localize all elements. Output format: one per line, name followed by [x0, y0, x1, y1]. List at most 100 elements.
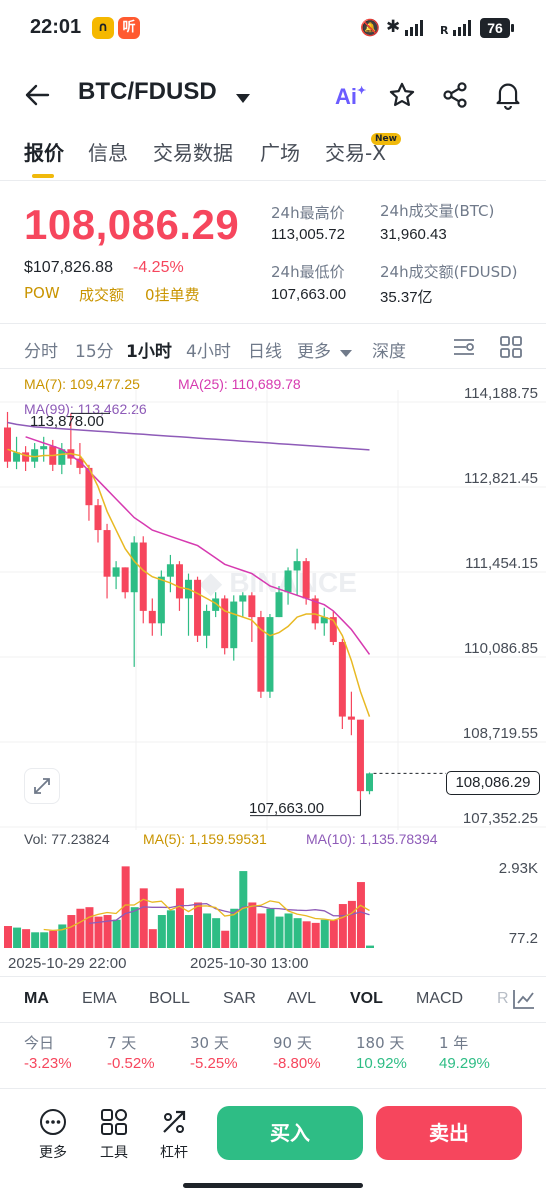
low-value: 107,663.00	[271, 286, 347, 303]
volume-bar	[157, 915, 166, 948]
tools-button[interactable]: 工具	[90, 1108, 138, 1162]
indicator-more[interactable]: R	[497, 990, 509, 1007]
tab-trade-x[interactable]: 交易-X	[325, 141, 386, 165]
more-button[interactable]: 更多	[29, 1108, 77, 1162]
perf-value-today: -3.23%	[24, 1055, 72, 1072]
volume-bar	[248, 902, 257, 948]
high-value: 113,005.72	[271, 226, 345, 243]
expand-icon[interactable]	[24, 768, 60, 804]
mute-icon: 🔕	[360, 18, 380, 37]
x-tick-label: 2025-10-30 13:00	[190, 955, 309, 972]
candle-body	[139, 542, 147, 611]
ma7-line	[7, 448, 371, 717]
volume-bar	[58, 924, 67, 948]
volume-bar	[13, 927, 22, 948]
candle-body	[221, 598, 229, 649]
price-divider	[0, 323, 546, 324]
battery-tip	[511, 24, 514, 32]
new-badge: New	[371, 133, 401, 145]
y-tick-label: 111,454.15	[465, 555, 538, 572]
ai-icon[interactable]: Ai✦	[335, 84, 367, 109]
candle-body	[94, 505, 102, 531]
perf-value-7d: -0.52%	[107, 1055, 155, 1072]
usd-price: $107,826.88	[24, 259, 113, 276]
back-icon[interactable]	[24, 82, 50, 112]
interval-timeline[interactable]: 分时	[24, 342, 58, 362]
bell-icon[interactable]	[494, 80, 522, 114]
indicator-ema[interactable]: EMA	[82, 990, 117, 1007]
max-price-label: 113,878.00	[30, 413, 104, 430]
volume-bar	[4, 926, 12, 948]
candle-body	[284, 570, 292, 593]
candle-body	[366, 773, 373, 792]
volume-bar	[103, 915, 112, 948]
interval-1h[interactable]: 1小时	[126, 342, 172, 362]
tools-grid-icon	[101, 1109, 127, 1135]
interval-15m[interactable]: 15分	[75, 342, 114, 362]
volume-chart[interactable]	[0, 852, 546, 952]
perf-value-30d: -5.25%	[190, 1055, 238, 1072]
y-tick-label: 112,821.45	[464, 470, 538, 487]
indicator-sar[interactable]: SAR	[223, 990, 256, 1007]
indicator-ma[interactable]: MA	[24, 990, 49, 1007]
candle-body	[347, 716, 355, 720]
share-icon[interactable]	[441, 81, 469, 113]
layout-grid-icon[interactable]	[500, 336, 522, 362]
chevron-down-icon[interactable]	[340, 343, 352, 362]
candle-body	[103, 530, 111, 577]
pair-title[interactable]: BTC/FDUSD	[78, 78, 217, 105]
star-icon[interactable]	[388, 81, 416, 113]
volume-bar	[311, 922, 320, 948]
candle-body	[40, 446, 48, 450]
perf-divider	[0, 1088, 546, 1089]
tab-square[interactable]: 广场	[260, 141, 300, 165]
low-label: 24h最低价	[271, 263, 345, 281]
vol-fdusd-value: 35.37亿	[380, 289, 433, 306]
perf-value-90d: -8.80%	[273, 1055, 321, 1072]
candle-body	[157, 576, 165, 624]
interval-depth[interactable]: 深度	[372, 342, 406, 362]
tab-trading-data[interactable]: 交易数据	[153, 141, 233, 165]
more-label: 更多	[39, 1145, 67, 1161]
indicator-boll[interactable]: BOLL	[149, 990, 190, 1007]
home-indicator	[183, 1183, 363, 1188]
volume-bar	[293, 918, 302, 948]
buy-button[interactable]: 买入	[217, 1106, 363, 1160]
tag-pow[interactable]: POW	[24, 284, 60, 302]
bluetooth-icon: ✱	[386, 17, 401, 37]
volume-bar	[175, 888, 184, 948]
tab-quote[interactable]: 报价	[24, 141, 64, 165]
tag-volume[interactable]: 成交额	[79, 286, 125, 304]
indicator-vol[interactable]: VOL	[350, 990, 383, 1007]
interval-more[interactable]: 更多	[297, 342, 331, 362]
volume-bar	[49, 930, 58, 948]
app-notification-icon-2: 听	[118, 17, 140, 39]
volume-bar	[148, 929, 157, 948]
vol-btc-label: 24h成交量(BTC)	[380, 202, 495, 220]
x-tick-label: 2025-10-29 22:00	[8, 955, 127, 972]
tab-info[interactable]: 信息	[88, 141, 128, 165]
indicator-macd[interactable]: MACD	[416, 990, 464, 1007]
chart-bottom-divider	[0, 976, 546, 977]
candle-body	[58, 449, 66, 465]
sell-button[interactable]: 卖出	[376, 1106, 522, 1160]
leverage-button[interactable]: 杠杆	[150, 1108, 198, 1162]
chart-settings-icon[interactable]	[452, 336, 476, 362]
volume-bar	[130, 907, 139, 948]
candle-body	[4, 427, 11, 462]
indicator-settings-icon[interactable]	[512, 988, 536, 1014]
candle-body	[76, 458, 84, 468]
volume-bar	[85, 907, 94, 948]
tag-zero-fee[interactable]: 0挂单费	[145, 286, 200, 304]
candlestick-chart[interactable]: ◆ BINANCE	[0, 370, 546, 830]
indicator-avl[interactable]: AVL	[287, 990, 317, 1007]
interval-4h[interactable]: 4小时	[186, 342, 231, 362]
indicator-divider	[0, 1022, 546, 1023]
perf-label-1y: 1 年	[439, 1034, 469, 1052]
ma25-line	[25, 436, 371, 655]
current-price-tag: 108,086.29	[446, 771, 540, 795]
pair-dropdown-icon[interactable]	[236, 89, 250, 108]
y-tick-label: 107,352.25	[462, 810, 538, 827]
perf-label-180d: 180 天	[356, 1034, 405, 1052]
interval-1d[interactable]: 日线	[248, 342, 282, 362]
